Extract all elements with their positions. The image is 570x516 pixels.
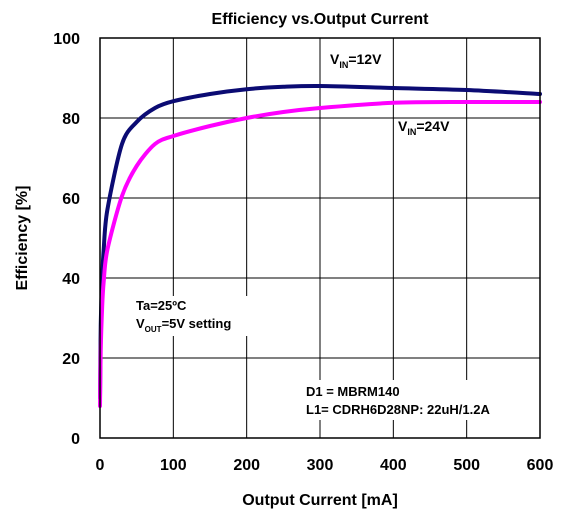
x-tick-labels: 0 100 200 300 400 500 600 — [96, 457, 554, 474]
x-tick-label: 300 — [307, 457, 334, 474]
x-tick-label: 400 — [380, 457, 407, 474]
grid — [99, 37, 541, 439]
x-tick-label: 600 — [527, 457, 554, 474]
y-axis-label: Efficiency [%] — [14, 186, 31, 291]
x-tick-label: 200 — [233, 457, 260, 474]
plot-frame — [99, 37, 541, 439]
y-tick-labels: 0 20 40 60 80 100 — [53, 31, 80, 448]
series-line-1 — [98, 99, 542, 408]
parts-diode: D1 = MBRM140 — [306, 384, 400, 399]
x-tick-label: 0 — [96, 457, 105, 474]
y-tick-label: 60 — [62, 191, 80, 208]
conditions-box — [132, 296, 258, 336]
y-tick-label: 0 — [71, 431, 80, 448]
parts-box — [302, 380, 538, 420]
y-tick-label: 20 — [62, 351, 80, 368]
series-label-vin12: VIN=12V — [330, 51, 382, 70]
series-line-0 — [98, 83, 542, 400]
y-tick-label: 100 — [53, 31, 80, 48]
y-tick-label: 80 — [62, 111, 80, 128]
y-tick-label: 40 — [62, 271, 80, 288]
chart-title: Efficiency vs.Output Current — [212, 11, 430, 28]
parts-inductor: L1= CDRH6D28NP: 22uH/1.2A — [306, 402, 490, 417]
series-label-vin24: VIN=24V — [398, 118, 450, 137]
x-axis-label: Output Current [mA] — [242, 492, 398, 509]
series-group — [98, 83, 542, 408]
conditions-vout: VOUT=5V setting — [136, 316, 231, 334]
x-tick-label: 500 — [453, 457, 480, 474]
conditions-temp: Ta=25ºC — [136, 298, 187, 313]
x-tick-label: 100 — [160, 457, 187, 474]
